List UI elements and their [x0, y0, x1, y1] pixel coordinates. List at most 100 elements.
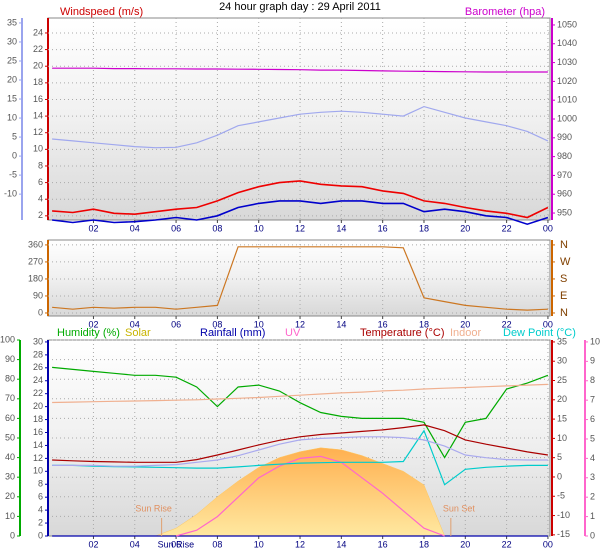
y-tick-label: 28 [33, 349, 43, 359]
y-tick-label: 35 [557, 336, 567, 346]
line [52, 366, 549, 459]
x-tick-label: 00 [543, 319, 553, 329]
legend-label: Temperature (°C) [360, 327, 444, 339]
y-tick-label: 20 [5, 491, 15, 501]
y-tick-label: 0 [12, 150, 17, 160]
y-tick-label: 360 [28, 239, 43, 249]
y-tick-label: 30 [557, 356, 567, 366]
x-tick-label: 20 [460, 223, 470, 233]
x-tick-label: 02 [88, 319, 98, 329]
y-tick-label: 30 [5, 472, 15, 482]
y-tick-label: 30 [33, 336, 43, 346]
x-tick-label: 00 [543, 223, 553, 233]
y-tick-label: 1050 [557, 19, 577, 29]
y-tick-label: 24 [33, 375, 43, 385]
x-tick-label: 04 [130, 539, 140, 549]
y-tick-label: 10 [7, 112, 17, 122]
x-tick-label: 02 [88, 539, 98, 549]
legend-label: Dew Point (°C) [503, 327, 576, 339]
y-tick-label: 10 [590, 336, 600, 346]
y-tick-label: 20 [557, 394, 567, 404]
plot-area [47, 17, 551, 221]
x-tick-label: 18 [419, 223, 429, 233]
annotation-axis-label: Sun Rise [158, 539, 195, 549]
plot-area [47, 239, 551, 317]
x-tick-label: 10 [254, 319, 264, 329]
line [52, 246, 548, 311]
y-tick-label: 1000 [557, 113, 577, 123]
y-tick-label: 25 [557, 375, 567, 385]
y-tick-label: 100 [0, 334, 15, 344]
y-tick-label: N [560, 307, 568, 319]
y-tick-label: 30 [7, 36, 17, 46]
y-tick-label: 25 [7, 55, 17, 65]
y-tick-label: 20 [33, 61, 43, 71]
y-tick-label: 4 [38, 505, 43, 515]
y-tick-label: -10 [557, 510, 570, 520]
y-tick-label: W [560, 256, 571, 268]
y-tick-label: 20 [7, 74, 17, 84]
y-tick-label: 2 [38, 210, 43, 220]
x-tick-label: 04 [130, 319, 140, 329]
x-tick-label: 22 [502, 319, 512, 329]
y-tick-label: 270 [28, 256, 43, 266]
x-tick-label: 10 [254, 223, 264, 233]
x-tick-label: 20 [460, 319, 470, 329]
y-tick-label: 14 [33, 440, 43, 450]
y-tick-label: S [560, 273, 567, 285]
legend-label: Humidity (%) [57, 327, 120, 339]
y-tick-label: 10 [557, 433, 567, 443]
y-tick-label: 180 [28, 273, 43, 283]
legend-label: Solar [125, 327, 151, 339]
y-tick-label: E [560, 290, 567, 302]
y-tick-label: -5 [9, 169, 17, 179]
y-tick-label: 5 [590, 433, 595, 443]
y-tick-label: 2 [38, 517, 43, 527]
x-tick-label: 02 [88, 223, 98, 233]
x-tick-label: 14 [336, 319, 346, 329]
y-tick-label: 18 [33, 77, 43, 87]
y-tick-label: 980 [557, 151, 572, 161]
annotation-label: Sun Rise [135, 503, 172, 513]
y-tick-label: -15 [557, 529, 570, 539]
x-tick-label: 04 [130, 223, 140, 233]
y-tick-label: -10 [4, 189, 17, 199]
y-tick-label: 3 [590, 472, 595, 482]
y-tick-label: 12 [33, 453, 43, 463]
line [52, 180, 549, 219]
x-tick-label: 18 [419, 319, 429, 329]
y-tick-label: 10 [33, 466, 43, 476]
y-tick-label: 60 [5, 413, 15, 423]
y-tick-label: 12 [33, 127, 43, 137]
y-tick-label: 8 [38, 160, 43, 170]
y-tick-label: 14 [33, 110, 43, 120]
y-tick-label: 950 [557, 207, 572, 217]
y-tick-label: 20 [33, 401, 43, 411]
y-tick-label: 2 [590, 492, 595, 502]
legend-label: UV [285, 327, 301, 339]
y-tick-label: 8 [38, 479, 43, 489]
line [52, 424, 548, 463]
x-tick-label: 12 [295, 539, 305, 549]
y-tick-label: 9 [590, 356, 595, 366]
legend-label: Rainfall (mm) [200, 327, 265, 339]
x-tick-label: 14 [336, 539, 346, 549]
y-tick-label: 1 [590, 511, 595, 521]
y-tick-label: 10 [5, 511, 15, 521]
y-tick-label: 6 [38, 177, 43, 187]
y-tick-label: 5 [12, 131, 17, 141]
y-tick-label: 70 [5, 393, 15, 403]
x-tick-label: 06 [171, 319, 181, 329]
line [175, 455, 445, 537]
line [52, 429, 548, 486]
line [52, 436, 548, 467]
x-tick-label: 06 [171, 539, 181, 549]
line [52, 67, 548, 73]
y-tick-label: 6 [590, 414, 595, 424]
line [52, 200, 549, 226]
y-tick-label: 7 [590, 395, 595, 405]
y-tick-label: 24 [33, 27, 43, 37]
x-tick-label: 12 [295, 223, 305, 233]
annotation-label: Sun Set [443, 503, 476, 513]
y-tick-label: 990 [557, 132, 572, 142]
